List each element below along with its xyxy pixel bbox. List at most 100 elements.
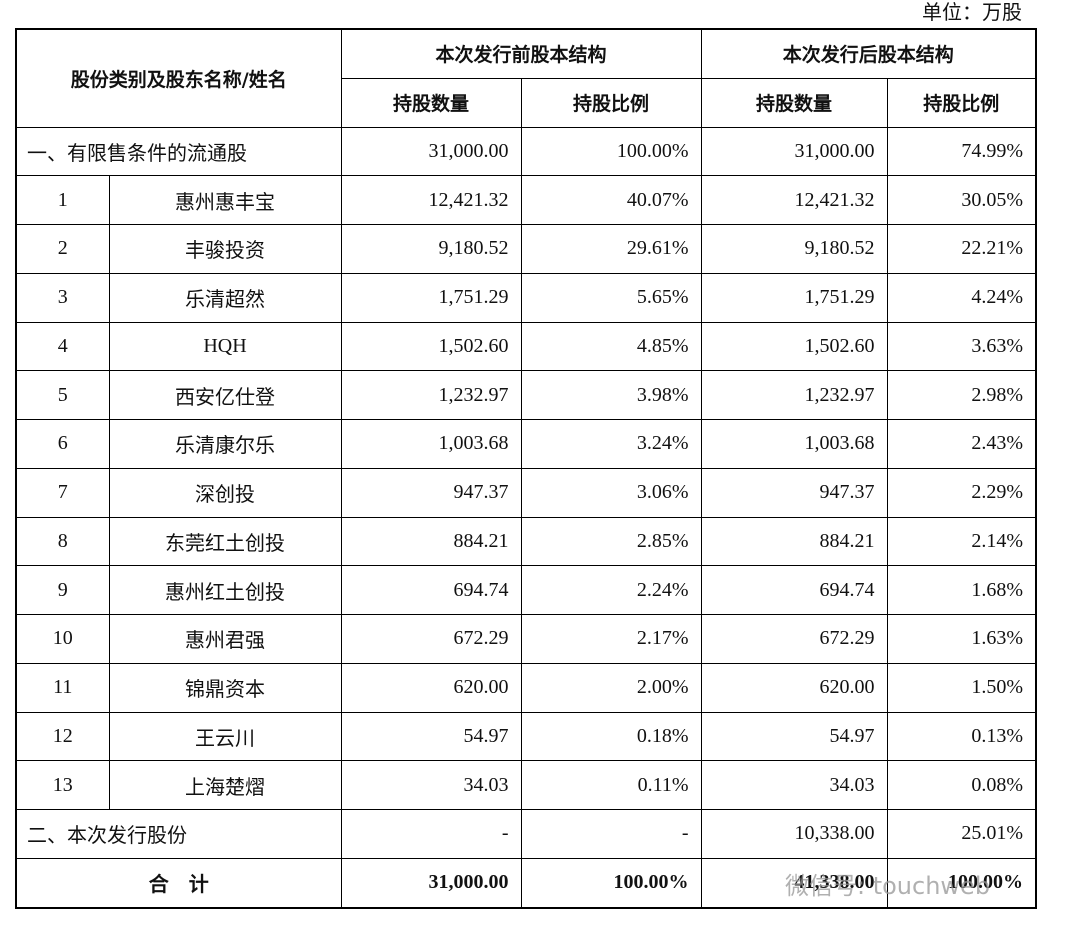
table-cell: 29.61% — [520, 224, 702, 274]
table-cell: 1,232.97 — [340, 370, 522, 420]
table-cell: 41,338.00 — [700, 857, 888, 909]
table-row: 8 东莞红土创投 884.21 2.85% 884.21 2.14% — [15, 516, 1037, 567]
table-cell: 西安亿仕登 — [108, 370, 342, 420]
table-cell: 1,502.60 — [340, 321, 522, 372]
table-cell: 2.43% — [886, 419, 1037, 469]
table-cell: 0.13% — [886, 711, 1037, 762]
table-cell: 31,000.00 — [700, 126, 888, 177]
table-cell: 8 — [15, 516, 110, 567]
table-cell: 947.37 — [700, 467, 888, 518]
table-cell: 74.99% — [886, 126, 1037, 177]
table-cell: 4 — [15, 321, 110, 372]
header-cell: 持股比例 — [520, 77, 702, 128]
table-cell: 惠州红土创投 — [108, 565, 342, 615]
table-cell: 0.08% — [886, 760, 1037, 810]
table-cell: 4.85% — [520, 321, 702, 372]
table-row: 2 丰骏投资 9,180.52 29.61% 9,180.52 22.21% — [15, 224, 1037, 274]
table-cell: 34.03 — [700, 760, 888, 810]
table-cell: 31,000.00 — [340, 857, 522, 909]
table-cell: 100.00% — [520, 126, 702, 177]
table-cell: 1,502.60 — [700, 321, 888, 372]
table-row: 1 惠州惠丰宝 12,421.32 40.07% 12,421.32 30.05% — [15, 175, 1037, 225]
table-cell: 二、本次发行股份 — [15, 809, 342, 859]
table-cell: 2.00% — [520, 662, 702, 713]
table-cell: 1,003.68 — [700, 419, 888, 469]
header-cell: 本次发行后股本结构 — [700, 28, 1037, 79]
table-cell: 1.63% — [886, 614, 1037, 664]
table-cell: 947.37 — [340, 467, 522, 518]
table-cell: 5.65% — [520, 272, 702, 323]
table-cell: 上海楚熠 — [108, 760, 342, 810]
table-cell: 11 — [15, 662, 110, 713]
table-cell: 深创投 — [108, 467, 342, 518]
header-cell: 本次发行前股本结构 — [340, 28, 702, 79]
table-cell: 884.21 — [700, 516, 888, 567]
table-cell: 1,003.68 — [340, 419, 522, 469]
table-cell: 1,751.29 — [340, 272, 522, 323]
table-row: 一、有限售条件的流通股 31,000.00 100.00% 31,000.00 74.9… — [15, 126, 1037, 177]
table-cell: 6 — [15, 419, 110, 469]
header-cell: 持股比例 — [886, 77, 1037, 128]
table-body: 股份类别及股东名称/姓名 本次发行前股本结构 本次发行后股本结构 持股数量 持股… — [15, 28, 1037, 909]
table-cell: 12,421.32 — [700, 175, 888, 225]
table-cell: 2.17% — [520, 614, 702, 664]
table-cell: 620.00 — [340, 662, 522, 713]
table-cell: 3.63% — [886, 321, 1037, 372]
table-cell: 王云川 — [108, 711, 342, 762]
table-cell: 694.74 — [700, 565, 888, 615]
table-cell: 惠州君强 — [108, 614, 342, 664]
table-cell: 13 — [15, 760, 110, 810]
table-cell: 100.00% — [886, 857, 1037, 909]
header-row: 股份类别及股东名称/姓名 本次发行前股本结构 本次发行后股本结构 — [15, 28, 1037, 128]
table-cell: 1,751.29 — [700, 272, 888, 323]
table-row: 11 锦鼎资本 620.00 2.00% 620.00 1.50% — [15, 662, 1037, 713]
header-row: 持股数量 持股比例 持股数量 持股比例 — [16, 77, 1037, 128]
unit-label: 单位：万股 — [922, 2, 1022, 24]
table-cell: 12,421.32 — [340, 175, 522, 225]
table-cell: 9 — [15, 565, 110, 615]
table-cell: 3 — [15, 272, 110, 323]
table-cell: 2.29% — [886, 467, 1037, 518]
table-row: 3 乐清超然 1,751.29 5.65% 1,751.29 4.24% — [15, 272, 1037, 323]
table-cell: 10,338.00 — [700, 809, 888, 859]
table-cell: 54.97 — [340, 711, 522, 762]
table-cell: - — [340, 809, 522, 859]
table-cell: 东莞红土创投 — [108, 516, 342, 567]
table-cell: 2.85% — [520, 516, 702, 567]
table-cell: 惠州惠丰宝 — [108, 175, 342, 225]
table-row: 7 深创投 947.37 3.06% 947.37 2.29% — [15, 467, 1037, 518]
table-cell: 884.21 — [340, 516, 522, 567]
table-cell: 10 — [15, 614, 110, 664]
table-cell: 9,180.52 — [340, 224, 522, 274]
table-cell: 672.29 — [700, 614, 888, 664]
share-table: 股份类别及股东名称/姓名 本次发行前股本结构 本次发行后股本结构 持股数量 持股… — [15, 28, 1038, 909]
table-row: 12 王云川 54.97 0.18% 54.97 0.13% — [15, 711, 1037, 762]
table-row: 二、本次发行股份 - -10,338.00 25.01% — [15, 809, 1037, 859]
table-cell: 40.07% — [520, 175, 702, 225]
table-cell: 620.00 — [700, 662, 888, 713]
table-cell: 9,180.52 — [700, 224, 888, 274]
table-cell: 54.97 — [700, 711, 888, 762]
table-row: 5 西安亿仕登 1,232.97 3.98% 1,232.97 2.98% — [15, 370, 1037, 420]
table-cell: 1.68% — [886, 565, 1037, 615]
table-cell: 31,000.00 — [340, 126, 522, 177]
header-cell: 持股数量 — [700, 77, 888, 128]
table-cell: 0.18% — [520, 711, 702, 762]
table-cell: 3.06% — [520, 467, 702, 518]
table-cell: 694.74 — [340, 565, 522, 615]
table-cell: 672.29 — [340, 614, 522, 664]
table-row: 6 乐清康尔乐 1,003.68 3.24% 1,003.68 2.43% — [15, 419, 1037, 469]
table-cell: 乐清超然 — [108, 272, 342, 323]
header-cell: 股份类别及股东名称/姓名 — [15, 28, 342, 128]
table-cell: 1,232.97 — [700, 370, 888, 420]
table-cell: 锦鼎资本 — [108, 662, 342, 713]
table-cell: 2.98% — [886, 370, 1037, 420]
table-row: 9 惠州红土创投 694.74 2.24% 694.74 1.68% — [15, 565, 1037, 615]
table-cell: 4.24% — [886, 272, 1037, 323]
table-row: 4 HQH 1,502.60 4.85% 1,502.60 3.63% — [15, 321, 1037, 372]
table-cell: 2.24% — [520, 565, 702, 615]
table-cell: 7 — [15, 467, 110, 518]
table-cell: 2 — [15, 224, 110, 274]
table-cell: 3.98% — [520, 370, 702, 420]
